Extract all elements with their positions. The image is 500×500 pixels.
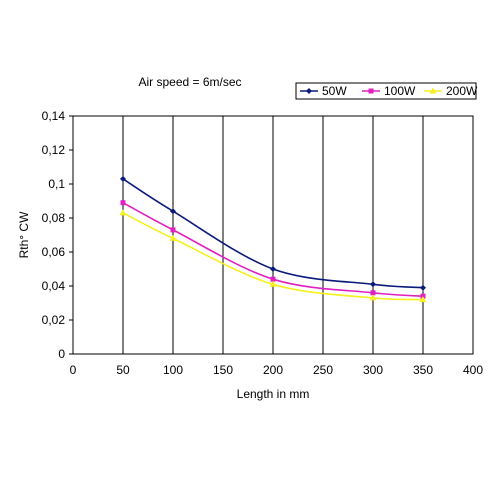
legend-marker-50W xyxy=(306,88,312,94)
chart-title: Air speed = 6m/sec xyxy=(138,75,241,89)
x-tick-label: 100 xyxy=(163,363,183,377)
data-point-50W xyxy=(170,208,176,215)
x-tick-label: 250 xyxy=(313,363,333,377)
legend: 50W 100W 200W xyxy=(295,82,478,100)
legend-marker-200W xyxy=(429,87,437,94)
y-axis: 0 0,02 0,04 0,06 0,08 0,1 0,12 0,14 xyxy=(42,109,73,361)
y-tick-label: 0,14 xyxy=(42,109,66,123)
y-tick-label: 0,02 xyxy=(42,313,66,327)
legend-label: 100W xyxy=(384,84,416,98)
data-point-200W xyxy=(369,294,377,301)
data-point-100W xyxy=(370,290,376,296)
x-axis: 0 50 100 150 200 250 300 350 400 xyxy=(70,363,484,377)
y-axis-label: Rth° CW xyxy=(17,211,31,258)
y-tick-label: 0,04 xyxy=(42,279,66,293)
data-point-50W xyxy=(370,281,376,288)
data-point-100W xyxy=(120,200,126,206)
legend-label: 50W xyxy=(322,84,347,98)
data-point-200W xyxy=(119,209,127,216)
series-layer xyxy=(119,175,427,303)
data-point-200W xyxy=(169,234,177,241)
x-tick-label: 300 xyxy=(363,363,383,377)
x-tick-label: 400 xyxy=(463,363,483,377)
legend-marker-100W xyxy=(368,88,374,94)
data-point-50W xyxy=(420,284,426,291)
y-tick-label: 0,06 xyxy=(42,245,66,259)
y-tick-label: 0,08 xyxy=(42,211,66,225)
y-tick-label: 0 xyxy=(58,347,65,361)
data-point-200W xyxy=(269,280,277,287)
legend-label: 200W xyxy=(446,84,478,98)
grid xyxy=(122,116,424,354)
x-tick-label: 350 xyxy=(413,363,433,377)
data-point-200W xyxy=(419,296,427,303)
y-tick-label: 0,1 xyxy=(48,177,65,191)
data-point-50W xyxy=(270,266,276,272)
x-tick-label: 150 xyxy=(213,363,233,377)
x-tick-label: 50 xyxy=(116,363,130,377)
x-axis-label: Length in mm xyxy=(237,387,310,401)
data-point-100W xyxy=(270,276,276,282)
data-point-100W xyxy=(170,227,176,233)
x-tick-label: 0 xyxy=(70,363,77,377)
data-point-50W xyxy=(120,175,126,182)
x-tick-label: 200 xyxy=(263,363,283,377)
y-tick-label: 0,12 xyxy=(42,143,66,157)
legend-box xyxy=(295,82,477,100)
